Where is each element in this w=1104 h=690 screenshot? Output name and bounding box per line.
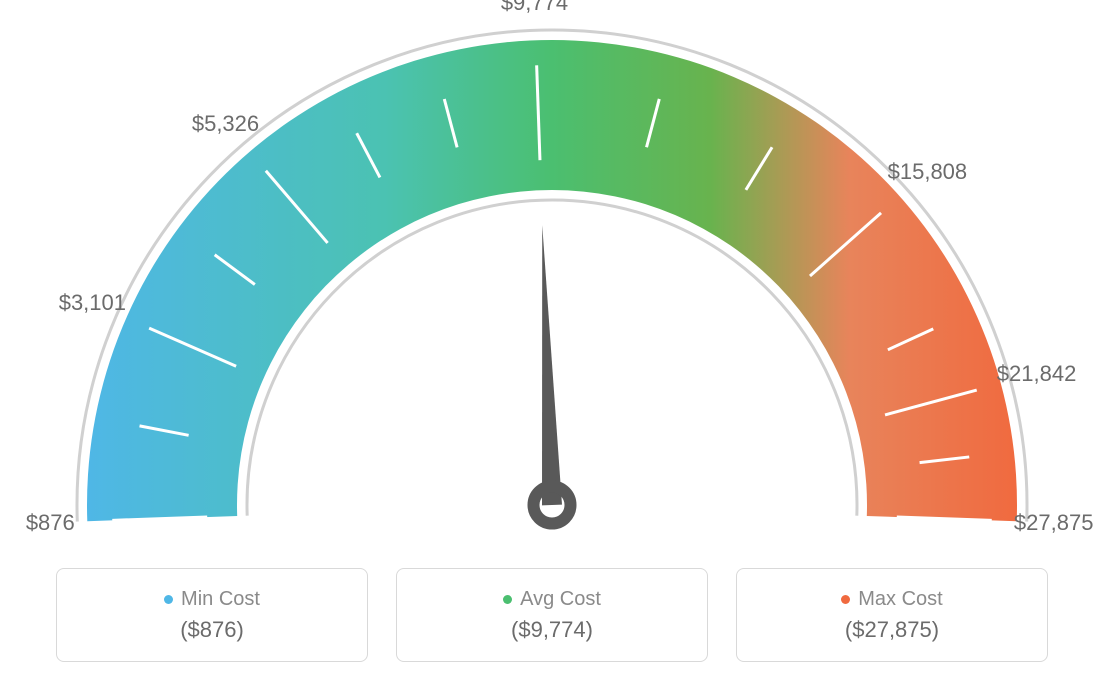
legend-dot-min [164,595,173,604]
legend-card-max: Max Cost ($27,875) [736,568,1048,662]
legend-value-min: ($876) [180,617,244,643]
legend-label-max: Max Cost [858,588,942,611]
gauge-tick-label: $876 [26,510,75,536]
gauge-svg [0,0,1104,560]
legend-card-min: Min Cost ($876) [56,568,368,662]
legend-label-avg: Avg Cost [520,588,601,611]
legend-top: Min Cost [164,588,260,611]
legend-value-max: ($27,875) [845,617,939,643]
legend-dot-max [841,595,850,604]
gauge-tick-label: $5,326 [192,111,259,137]
legend-top: Max Cost [841,588,942,611]
legend-card-avg: Avg Cost ($9,774) [396,568,708,662]
legend-value-avg: ($9,774) [511,617,593,643]
legend-top: Avg Cost [503,588,601,611]
gauge-tick-label: $3,101 [59,290,126,316]
gauge-tick-label: $21,842 [997,361,1077,387]
gauge-tick-label: $15,808 [888,159,968,185]
legend-label-min: Min Cost [181,588,260,611]
legend-row: Min Cost ($876) Avg Cost ($9,774) Max Co… [0,568,1104,662]
cost-gauge-chart: $876 $3,101 $5,326 $9,774 $15,808 $21,842 $27,… [0,0,1104,690]
gauge-tick-label: $9,774 [501,0,568,16]
gauge-area: $876 $3,101 $5,326 $9,774 $15,808 $21,842 $27,… [0,0,1104,560]
gauge-tick-label: $27,875 [1014,510,1094,536]
legend-dot-avg [503,595,512,604]
